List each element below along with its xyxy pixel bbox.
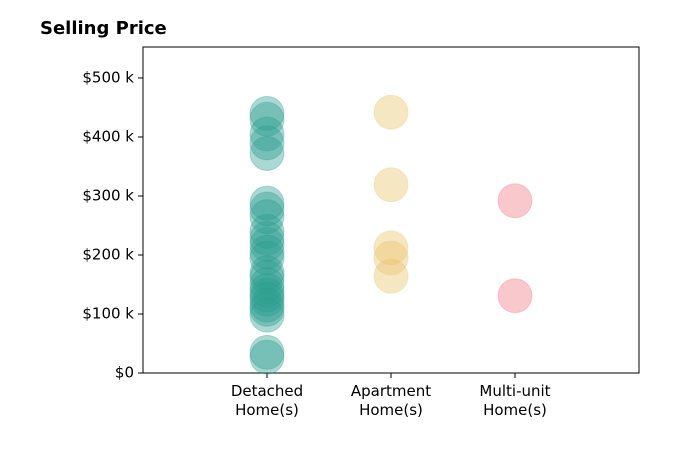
- point: [373, 240, 409, 276]
- point: [249, 101, 285, 137]
- point: [249, 191, 285, 227]
- point: [249, 297, 285, 333]
- point: [249, 116, 285, 152]
- y-tick-label: $100 k: [82, 304, 134, 322]
- point: [373, 258, 409, 294]
- x-tick-label: Apartment Home(s): [350, 382, 432, 419]
- point: [497, 183, 533, 219]
- point: [249, 259, 285, 295]
- point: [249, 277, 285, 313]
- point: [249, 226, 285, 262]
- point: [249, 291, 285, 327]
- point: [497, 278, 533, 314]
- point: [249, 287, 285, 323]
- point: [249, 185, 285, 221]
- point: [249, 339, 285, 375]
- point: [249, 136, 285, 172]
- point: [373, 230, 409, 266]
- chart-title: Selling Price: [40, 18, 167, 39]
- point: [249, 95, 285, 131]
- x-tick-label: Multi-unit Home(s): [479, 382, 551, 419]
- point: [249, 281, 285, 317]
- point: [373, 94, 409, 130]
- x-tick-label: Detached Home(s): [230, 382, 304, 419]
- point: [249, 272, 285, 308]
- point: [249, 266, 285, 302]
- y-tick-label: $400 k: [82, 127, 134, 145]
- point: [249, 199, 285, 235]
- point: [249, 240, 285, 276]
- point: [249, 255, 285, 291]
- point: [373, 167, 409, 203]
- point: [249, 334, 285, 370]
- y-tick-label: $300 k: [82, 186, 134, 204]
- y-tick-label: $200 k: [82, 245, 134, 263]
- point: [249, 125, 285, 161]
- y-tick-label: $500 k: [82, 68, 134, 86]
- point: [249, 213, 285, 249]
- point: [249, 234, 285, 270]
- point: [249, 220, 285, 256]
- y-tick-label: $0: [115, 364, 134, 382]
